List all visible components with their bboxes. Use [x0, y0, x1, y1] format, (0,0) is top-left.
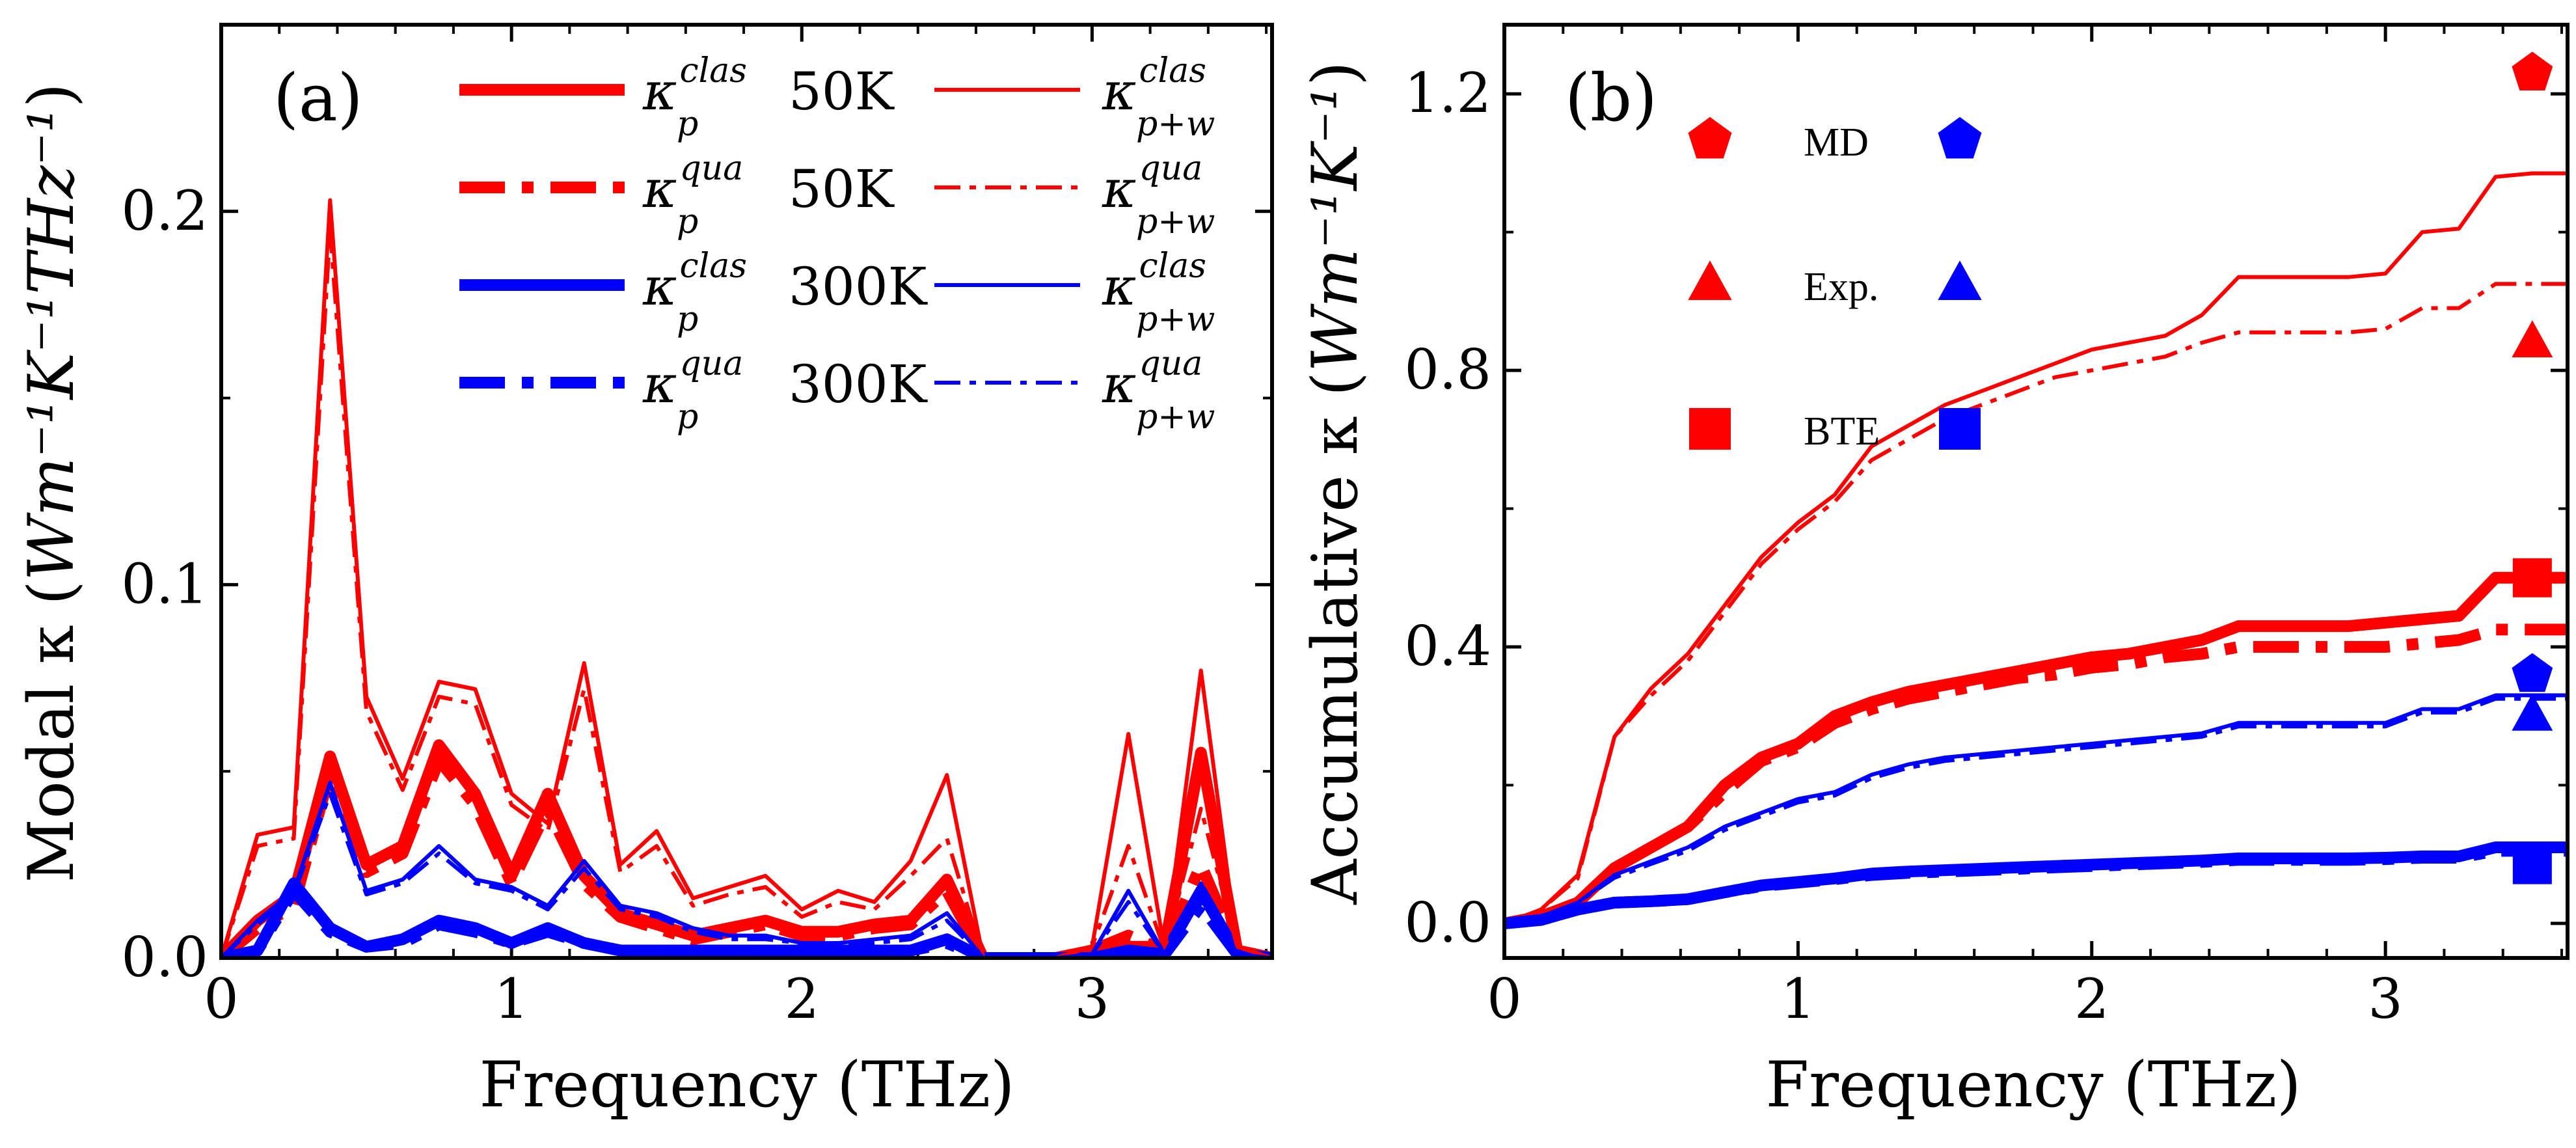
panel-b-ticks: 0 1 2 3 0.0 0.4 0.8 1.2 — [1404, 25, 2568, 1031]
legend-temperature: 300K — [789, 354, 928, 415]
series-line--p-w-qua-50k — [221, 228, 1272, 958]
legend-kappa-pw-red-dashdot: κqua p+w — [1102, 149, 1215, 241]
legend-triangle-blue — [1938, 260, 1982, 300]
x-tick-label: 1 — [1781, 967, 1815, 1031]
x-tick-label: 0 — [204, 967, 238, 1031]
legend-kappa-p-red-dashdot: κqua p — [642, 149, 743, 241]
panel-a-y-axis-title: Modal κ (Wm⁻¹K⁻¹THz⁻¹) — [15, 83, 88, 883]
panel-b-legend: MD Exp. BTE — [1688, 116, 1982, 454]
legend-kappa-p-blue-dashdot: κqua p — [642, 344, 743, 437]
panel-a-frame — [219, 23, 1274, 960]
panel-a-label: (a) — [273, 60, 363, 136]
legend-pentagon-red — [1688, 116, 1732, 159]
series-line--p-w-clas-300k — [1504, 693, 2568, 925]
marker-exp-50k — [2512, 320, 2553, 358]
series-line--p-qua-300k — [1504, 845, 2568, 929]
series-line--p-w-clas-50k — [1504, 171, 2568, 925]
legend-kappa-pw-red-solid: κclas p+w — [1102, 51, 1215, 144]
series-line--p-w-qua-300k — [1504, 696, 2568, 925]
panel-a-ticks: 0 1 2 3 0.0 0.1 0.2 — [121, 25, 1272, 1031]
x-tick-label: 0 — [1487, 967, 1521, 1031]
y-tick-label: 0.8 — [1404, 338, 1491, 402]
x-tick-label: 2 — [2074, 967, 2109, 1031]
legend-label-square: BTE — [1804, 409, 1880, 454]
legend-temperature: 50K — [789, 159, 895, 219]
legend-pentagon-blue — [1938, 116, 1982, 159]
marker-exp-300k — [2512, 693, 2553, 731]
series-line--p-w-qua-50k — [1504, 282, 2568, 925]
y-tick-label: 0.0 — [1404, 891, 1491, 955]
panel-b-y-axis-title-prefix: Accumulative κ ( — [1299, 372, 1372, 905]
x-tick-label: 3 — [2368, 967, 2402, 1031]
x-tick-label: 2 — [785, 967, 819, 1031]
legend-square-blue — [1939, 408, 1981, 450]
legend-square-red — [1689, 408, 1731, 450]
legend-label-pentagon: MD — [1804, 120, 1869, 165]
panel-a-y-axis-title-suffix: ) — [15, 83, 88, 107]
legend-triangle-red — [1688, 260, 1732, 300]
y-tick-label: 0.4 — [1404, 614, 1491, 678]
series-line--p-qua-50k — [1504, 623, 2568, 929]
marker-md-300k — [2512, 653, 2553, 692]
panel-b-y-axis-title: Accumulative κ (Wm⁻¹K⁻¹) — [1299, 61, 1372, 905]
legend-temperature: 300K — [789, 256, 928, 317]
legend-kappa-pw-blue-solid: κclas p+w — [1102, 247, 1215, 339]
panel-b-y-axis-title-suffix: ) — [1299, 61, 1372, 85]
series-line--p-w-qua-300k — [221, 791, 1272, 958]
panel-a-y-axis-title-prefix: Modal κ ( — [15, 581, 88, 882]
y-tick-label: 1.2 — [1404, 61, 1491, 125]
x-tick-label: 3 — [1075, 967, 1109, 1031]
series-line--p-w-clas-50k — [221, 198, 1272, 958]
legend-label-triangle: Exp. — [1804, 265, 1878, 309]
legend-kappa-pw-blue-dashdot: κqua p+w — [1102, 344, 1215, 437]
legend-temperature: 50K — [789, 61, 895, 122]
panel-b-x-axis-title: Frequency (THz) — [1766, 1048, 2301, 1121]
series-line--p-clas-50k — [221, 739, 1272, 958]
panel-b-frame — [1502, 23, 2569, 960]
legend-kappa-p-red-solid: κclas p — [642, 51, 747, 144]
y-tick-label: 0.1 — [121, 552, 208, 616]
panel-a-legend: κclas p 50K κclas p+w κqua p 50K κqua p+w κclas p 30… — [459, 51, 1215, 437]
y-tick-label: 0.2 — [121, 179, 208, 243]
panel-b-label: (b) — [1565, 60, 1657, 136]
panel-a-x-axis-title: Frequency (THz) — [480, 1048, 1015, 1121]
legend-kappa-p-blue-solid: κclas p — [642, 247, 747, 339]
marker-bte-50k — [2512, 558, 2552, 597]
panel-a-y-axis-title-units: Wm⁻¹K⁻¹THz⁻¹ — [15, 107, 88, 581]
x-tick-label: 1 — [494, 967, 528, 1031]
y-tick-label: 0.0 — [121, 925, 208, 989]
panel-b-markers — [2512, 51, 2553, 884]
panel-a-chart: 0 1 2 3 0.0 0.1 0.2 (a) Frequency (THz) Modal … — [15, 23, 1274, 1121]
panel-b-y-axis-title-units: Wm⁻¹K⁻¹ — [1299, 86, 1372, 372]
marker-bte-300k — [2512, 845, 2552, 884]
panel-b-chart: 0 1 2 3 0.0 0.4 0.8 1.2 (b) Frequency (THz) Acc… — [1299, 23, 2569, 1121]
marker-md-50k — [2512, 51, 2553, 91]
panel-b-series — [1504, 171, 2568, 929]
